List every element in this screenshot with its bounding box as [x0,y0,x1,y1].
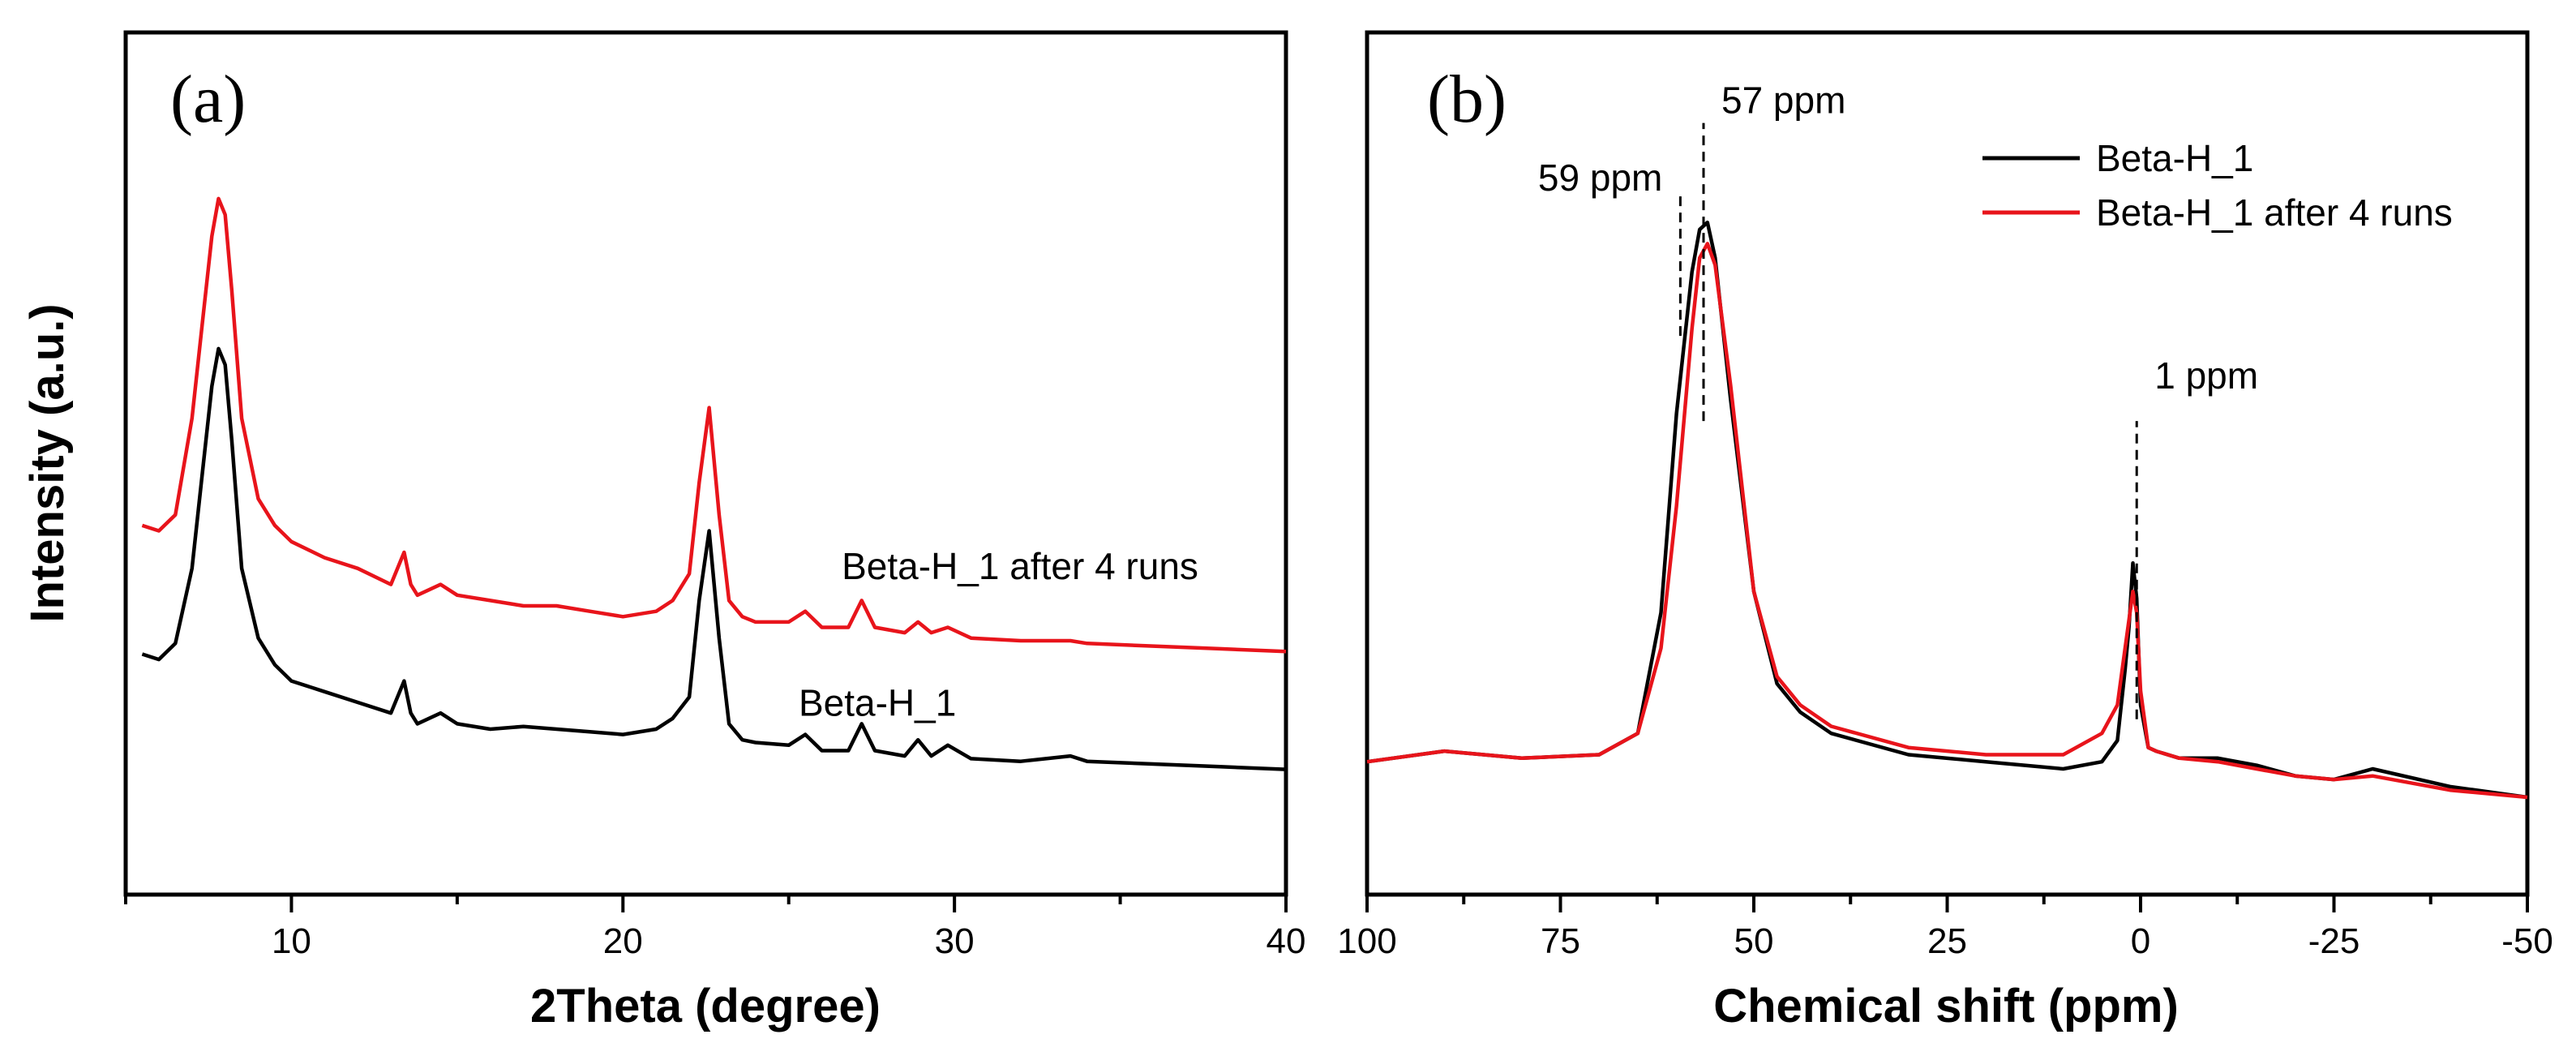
x-axis-title: 2Theta (degree) [530,980,881,1032]
x-tick-label: 40 [1267,921,1306,961]
series-annotation-after-runs: Beta-H_1 after 4 runs [842,545,1198,587]
legend-label-after-runs: Beta-H_1 after 4 runs [2096,191,2453,234]
panel-b-series-group [1366,220,2528,800]
panel-a-series-group [141,196,1287,771]
panel-label: (a) [170,62,246,137]
x-tick-label: -25 [2308,921,2360,961]
panel-a-x-tick-labels: 10 20 30 40 [272,921,1306,961]
panel-b-reference-lines [1678,122,2138,719]
peak-label-57-ppm: 57 ppm [1721,79,1845,122]
series-annotation-fresh: Beta-H_1 [799,682,956,724]
panel-b-x-tick-labels: 100 75 50 25 0 -25 -50 [1337,921,2553,961]
series-line-beta-h-1-after-4-runs [141,196,1287,654]
x-tick-label: 0 [2131,921,2150,961]
x-tick-label: 30 [935,921,975,961]
legend: Beta-H_1 Beta-H_1 after 4 runs [1982,137,2453,234]
x-tick-label: 50 [1734,921,1774,961]
series-line-beta-h-1-after-4-runs [1366,242,2528,800]
panel-label: (b) [1427,62,1507,137]
peak-label-1-ppm: 1 ppm [2154,354,2258,397]
x-tick-label: 10 [272,921,311,961]
legend-label-beta-h-1: Beta-H_1 [2096,137,2253,179]
panel-b-nmr-chart: 100 75 50 25 0 -25 -50 57 ppm 59 ppm 1 p… [1337,30,2553,1032]
y-axis-title: Intensity (a.u.) [21,303,74,622]
x-tick-label: -50 [2501,921,2553,961]
x-tick-label: 25 [1927,921,1967,961]
series-line-beta-h-1 [141,346,1287,771]
panel-b-x-ticks [1365,895,2529,912]
x-tick-label: 100 [1337,921,1396,961]
x-axis-title: Chemical shift (ppm) [1713,980,2179,1032]
panel-a-xrd-chart: 10 20 30 40 (a) Beta-H_1 after 4 runs Be… [21,30,1306,1032]
x-tick-label: 20 [603,921,643,961]
series-line-beta-h-1 [1366,220,2528,800]
x-tick-label: 75 [1541,921,1580,961]
panel-a-plot-frame [123,30,1288,897]
peak-label-59-ppm: 59 ppm [1538,157,1662,199]
panel-a-x-ticks [124,895,1288,912]
